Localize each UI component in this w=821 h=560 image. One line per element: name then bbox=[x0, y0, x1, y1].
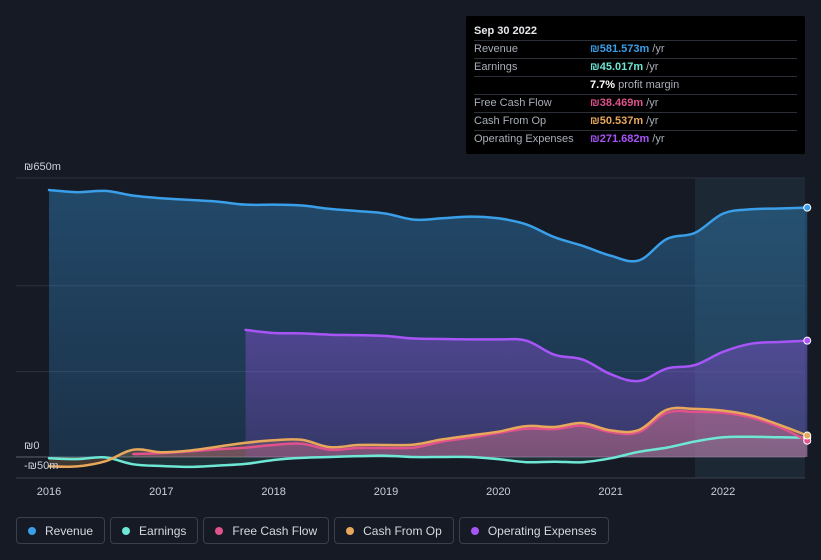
legend-item-cash-from-op[interactable]: Cash From Op bbox=[334, 517, 454, 544]
operating-expenses-area bbox=[245, 329, 808, 457]
tooltip-row-unit: /yr bbox=[652, 133, 665, 145]
tooltip-row-unit: /yr bbox=[646, 115, 659, 127]
tooltip-row-unit: profit margin bbox=[618, 79, 680, 91]
tooltip-panel: Sep 30 2022 Revenue ₪581.573m/yr Earnings ₪… bbox=[466, 16, 805, 154]
operating-expenses-end-point bbox=[803, 336, 812, 345]
legend-dot-icon bbox=[28, 526, 36, 535]
legend-dot-icon bbox=[346, 526, 355, 535]
x-tick-label: 2022 bbox=[711, 486, 735, 498]
y-axis-label-bottom: -₪50m bbox=[24, 460, 58, 472]
tooltip-row-label: Operating Expenses bbox=[474, 133, 574, 145]
legend-label: Revenue bbox=[45, 523, 94, 538]
legend-dot-icon bbox=[122, 526, 131, 535]
tooltip-row-value: 7.7% bbox=[590, 79, 616, 91]
tooltip-row-unit: /yr bbox=[646, 61, 659, 73]
legend: Revenue Earnings Free Cash Flow Cash From O… bbox=[16, 517, 609, 544]
tooltip-row-label: Revenue bbox=[474, 43, 519, 55]
legend-dot-icon bbox=[470, 526, 479, 535]
tooltip-row-label: Cash From Op bbox=[474, 115, 547, 127]
tooltip-row-label bbox=[474, 77, 590, 94]
cash-from-op-end-point bbox=[803, 431, 812, 440]
legend-label: Operating Expenses bbox=[487, 523, 597, 538]
tooltip-row-value: ₪38.469m bbox=[590, 97, 644, 109]
tooltip-row-label: Earnings bbox=[474, 61, 518, 73]
tooltip-row: Cash From Op ₪50.537m/yr bbox=[474, 112, 797, 130]
tooltip-row-unit: /yr bbox=[646, 97, 659, 109]
legend-item-operating-expenses[interactable]: Operating Expenses bbox=[458, 517, 609, 544]
legend-dot-icon bbox=[215, 526, 224, 535]
tooltip-row-value: ₪50.537m bbox=[590, 115, 644, 127]
free-cash-flow-line bbox=[132, 409, 809, 456]
earnings-area bbox=[49, 436, 808, 467]
cash-from-op-line bbox=[47, 406, 809, 469]
legend-item-free-cash-flow[interactable]: Free Cash Flow bbox=[203, 517, 330, 544]
y-axis-label-top: ₪650m bbox=[24, 161, 61, 173]
x-tick-label: 2021 bbox=[598, 486, 622, 498]
revenue-line bbox=[47, 188, 809, 263]
tooltip-date: Sep 30 2022 bbox=[474, 25, 537, 37]
x-tick-label: 2016 bbox=[37, 486, 61, 498]
x-tick-label: 2018 bbox=[261, 486, 285, 498]
revenue-end-point bbox=[803, 203, 812, 212]
y-axis-label-zero: ₪0 bbox=[24, 440, 39, 452]
x-tick-label: 2017 bbox=[149, 486, 173, 498]
legend-label: Earnings bbox=[139, 523, 187, 538]
tooltip-row: Revenue ₪581.573m/yr bbox=[474, 40, 797, 58]
legend-item-revenue[interactable]: Revenue bbox=[16, 517, 106, 544]
legend-item-earnings[interactable]: Earnings bbox=[110, 517, 199, 544]
tooltip-row-value: ₪271.682m bbox=[590, 133, 650, 145]
tooltip-row: Operating Expenses ₪271.682m/yr bbox=[474, 130, 797, 148]
tooltip-row: Earnings ₪45.017m/yr bbox=[474, 58, 797, 76]
tooltip-row: 7.7% profit margin bbox=[474, 76, 797, 94]
legend-label: Cash From Op bbox=[363, 523, 442, 538]
operating-expenses-line bbox=[244, 328, 809, 383]
x-tick-label: 2019 bbox=[374, 486, 398, 498]
tooltip-row-value: ₪581.573m bbox=[590, 43, 650, 55]
tooltip-row-value: ₪45.017m bbox=[590, 61, 644, 73]
legend-label: Free Cash Flow bbox=[232, 523, 318, 538]
tooltip-row-unit: /yr bbox=[652, 43, 665, 55]
x-tick-label: 2020 bbox=[486, 486, 510, 498]
earnings-line bbox=[47, 435, 809, 469]
tooltip-row-label: Free Cash Flow bbox=[474, 97, 552, 109]
tooltip-row: Free Cash Flow ₪38.469m/yr bbox=[474, 94, 797, 112]
